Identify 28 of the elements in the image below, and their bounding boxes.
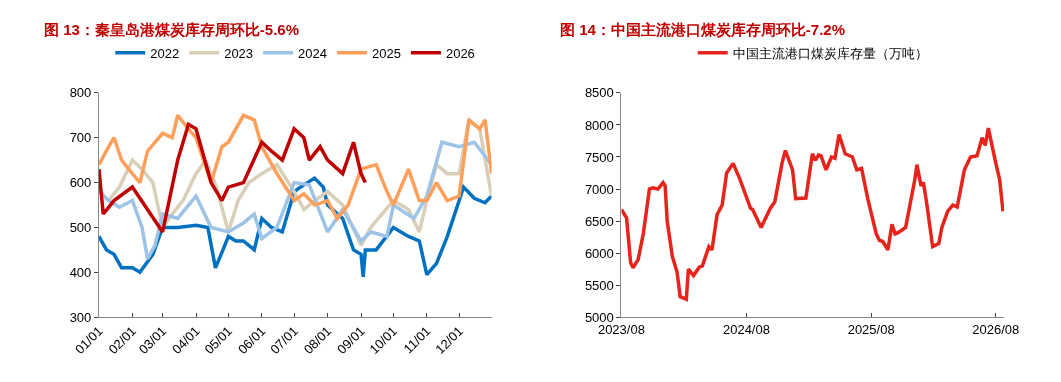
legend-label: 2026: [445, 45, 475, 61]
y-tick-label: 5500: [584, 277, 614, 293]
y-tick-label: 800: [69, 85, 92, 101]
legend-label: 2025: [372, 45, 401, 61]
line-series: [621, 126, 1005, 301]
legend-label: 2022: [150, 45, 180, 61]
y-tick-label: 400: [69, 264, 92, 280]
line-series: [98, 113, 492, 221]
y-tick-label: 7500: [584, 149, 614, 165]
line-series: [98, 122, 368, 234]
chart-title: 图 14：中国主流港口煤炭库存周环比-7.2%: [560, 21, 846, 38]
y-tick-label: 700: [69, 130, 92, 146]
y-tick-label: 7000: [584, 181, 614, 197]
y-tick-label: 600: [69, 175, 92, 191]
x-tick-label: 2026/08: [972, 321, 1020, 337]
y-tick-label: 8000: [584, 117, 614, 133]
y-tick-label: 8500: [584, 85, 614, 101]
y-tick-label: 300: [69, 309, 92, 325]
legend-label: 中国主流港口煤炭库存量（万吨）: [732, 45, 928, 61]
legend-label: 2024: [298, 45, 328, 61]
y-tick-label: 500: [69, 220, 92, 235]
x-tick-label: 2025/08: [847, 321, 895, 337]
legend-label: 2023: [224, 45, 254, 61]
chart-title: 图 13：秦皇岛港煤炭库存周环比-5.6%: [44, 21, 300, 38]
line-series: [98, 140, 492, 261]
y-tick-label: 6500: [584, 213, 614, 229]
y-tick-label: 6000: [584, 245, 614, 261]
x-tick-label: 2024/08: [722, 321, 770, 337]
